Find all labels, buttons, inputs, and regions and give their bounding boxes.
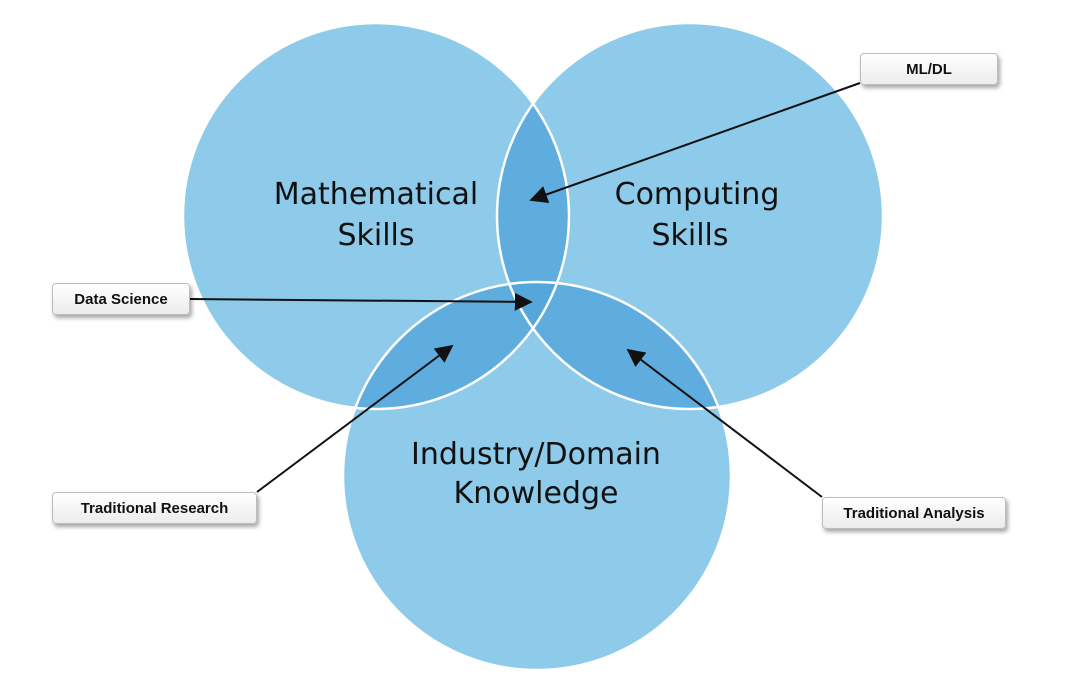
ml-dl-label: ML/DL bbox=[906, 60, 952, 78]
computing-label-line1: Computing bbox=[615, 177, 780, 212]
ml-dl-arrow bbox=[529, 82, 861, 204]
math-domain-overlap bbox=[343, 282, 569, 409]
computing-circle-outline bbox=[495, 21, 885, 411]
traditional-research-callout: Traditional Research bbox=[52, 492, 257, 524]
data-science-arrow bbox=[189, 292, 533, 311]
domain-label-line2: Knowledge bbox=[454, 476, 619, 511]
data-science-callout: Data Science bbox=[52, 283, 190, 315]
computing-domain-overlap bbox=[497, 282, 731, 409]
ml-dl-callout: ML/DL bbox=[860, 53, 998, 85]
traditional-analysis-arrow bbox=[626, 348, 823, 498]
math-label-line1: Mathematical bbox=[274, 177, 478, 212]
traditional-analysis-label: Traditional Analysis bbox=[843, 504, 985, 522]
data-science-label: Data Science bbox=[74, 290, 168, 308]
math-label-line2: Skills bbox=[337, 218, 414, 253]
domain-label-line1: Industry/Domain bbox=[411, 437, 661, 472]
traditional-analysis-callout: Traditional Analysis bbox=[822, 497, 1006, 529]
domain-circle-outline bbox=[341, 280, 733, 672]
traditional-research-arrow bbox=[256, 344, 454, 493]
traditional-research-label: Traditional Research bbox=[80, 499, 229, 517]
math-circle-outline bbox=[181, 21, 571, 411]
computing-label-line2: Skills bbox=[651, 218, 728, 253]
